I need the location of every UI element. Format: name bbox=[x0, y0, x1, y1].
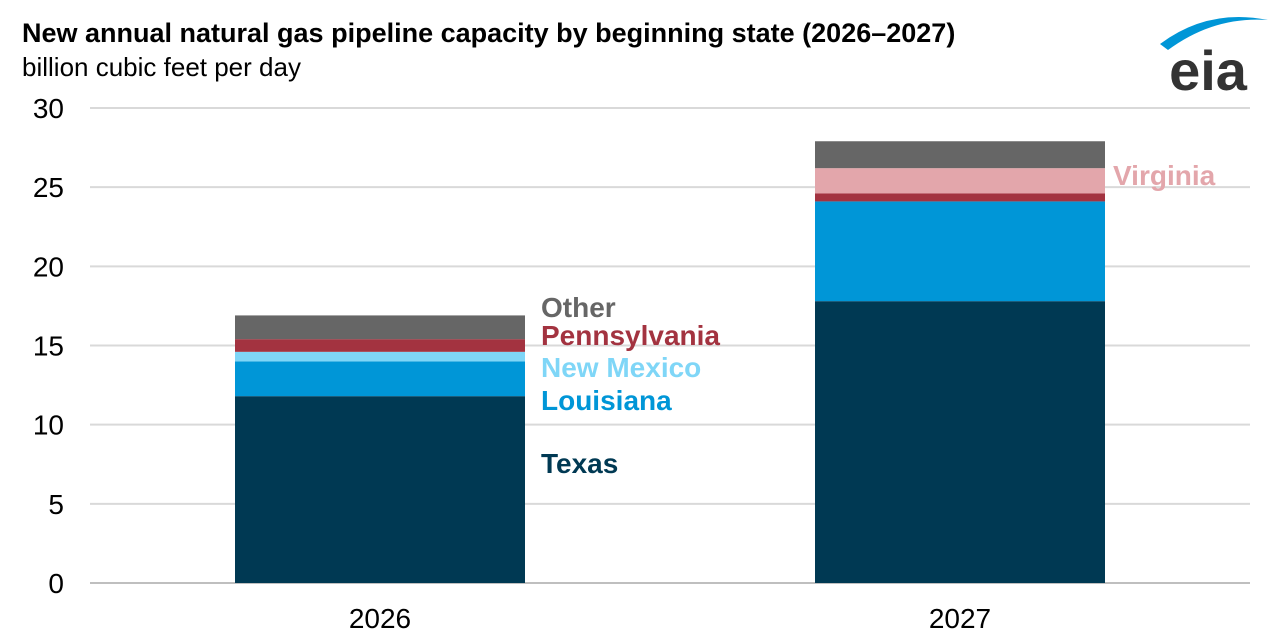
x-tick-label: 2026 bbox=[349, 603, 411, 634]
logo-text: eia bbox=[1169, 39, 1248, 102]
bar-segment-other-2027 bbox=[815, 141, 1105, 169]
chart-subtitle: billion cubic feet per day bbox=[22, 52, 301, 82]
series-label-virginia: Virginia bbox=[1113, 160, 1216, 191]
bar-segment-new-mexico-2026 bbox=[235, 351, 525, 362]
bar-segment-pennsylvania-2027 bbox=[815, 193, 1105, 202]
chart-title: New annual natural gas pipeline capacity… bbox=[22, 18, 955, 48]
y-tick-label: 25 bbox=[33, 172, 64, 203]
bar-segment-virginia-2027 bbox=[815, 168, 1105, 194]
series-label-louisiana: Louisiana bbox=[541, 385, 672, 416]
bar-segment-texas-2026 bbox=[235, 396, 525, 583]
series-label-texas: Texas bbox=[541, 448, 618, 479]
x-tick-label: 2027 bbox=[929, 603, 991, 634]
bar-segment-other-2026 bbox=[235, 315, 525, 340]
y-tick-label: 10 bbox=[33, 410, 64, 441]
bar-segment-texas-2027 bbox=[815, 301, 1105, 583]
bar-segment-pennsylvania-2026 bbox=[235, 339, 525, 352]
y-tick-label: 15 bbox=[33, 331, 64, 362]
bars bbox=[235, 141, 1105, 583]
logo-swoosh bbox=[1160, 17, 1268, 50]
y-tick-label: 20 bbox=[33, 251, 64, 282]
y-tick-label: 0 bbox=[48, 568, 64, 599]
y-tick-label: 5 bbox=[48, 489, 64, 520]
y-tick-label: 30 bbox=[33, 93, 64, 124]
series-label-other: Other bbox=[541, 292, 616, 323]
bar-segment-louisiana-2026 bbox=[235, 361, 525, 397]
series-label-new-mexico: New Mexico bbox=[541, 352, 701, 383]
eia-logo: eia bbox=[1160, 17, 1268, 102]
y-axis: 0 5 10 15 20 25 30 bbox=[33, 93, 64, 599]
x-axis: 2026 2027 bbox=[349, 603, 991, 634]
bar-segment-louisiana-2027 bbox=[815, 201, 1105, 302]
series-label-pennsylvania: Pennsylvania bbox=[541, 320, 720, 351]
